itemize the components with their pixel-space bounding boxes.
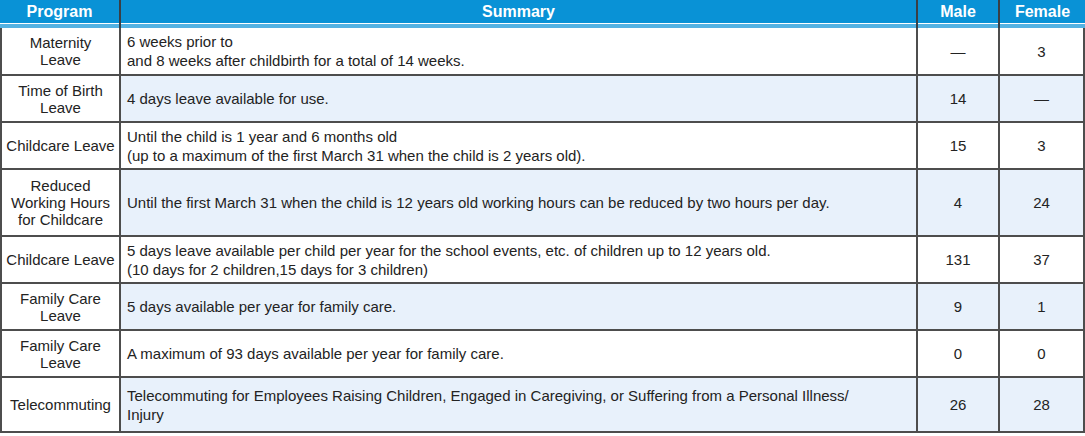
- male-count-cell: 0: [918, 331, 1000, 378]
- summary-cell: 6 weeks prior toand 8 weeks after childb…: [121, 28, 918, 76]
- summary-cell: Until the child is 1 year and 6 months o…: [121, 123, 918, 170]
- table-row: Childcare Leave Until the child is 1 year…: [0, 123, 1085, 170]
- program-line: Leave: [5, 51, 116, 68]
- summary-line: 5 days available per year for family car…: [127, 297, 906, 316]
- column-header-summary: Summary: [121, 0, 918, 28]
- program-line: Maternity: [5, 34, 116, 51]
- female-count-cell: 3: [1000, 123, 1085, 170]
- program-line: Childcare Leave: [5, 137, 116, 154]
- program-line: Leave: [5, 99, 116, 116]
- summary-line: (up to a maximum of the first March 31 w…: [127, 146, 906, 165]
- program-line: Working Hours: [5, 194, 116, 211]
- table-row: Telecommuting Telecommuting for Employees…: [0, 378, 1085, 433]
- table-row: Family CareLeave A maximum of 93 days ava…: [0, 331, 1085, 378]
- program-cell: Childcare Leave: [0, 123, 121, 170]
- program-cell: Childcare Leave: [0, 237, 121, 284]
- male-count-cell: 15: [918, 123, 1000, 170]
- male-count-cell: 131: [918, 237, 1000, 284]
- column-header-female: Female: [1000, 0, 1085, 28]
- summary-cell: Until the first March 31 when the child …: [121, 170, 918, 237]
- program-cell: Time of BirthLeave: [0, 76, 121, 123]
- summary-line: (10 days for 2 children,15 days for 3 ch…: [127, 260, 906, 279]
- header-row: Program Summary Male Female: [0, 0, 1085, 28]
- column-header-program: Program: [0, 0, 121, 28]
- male-count-cell: 9: [918, 284, 1000, 331]
- female-count-cell: 24: [1000, 170, 1085, 237]
- program-cell: Family CareLeave: [0, 331, 121, 378]
- program-line: Telecommuting: [5, 396, 116, 413]
- program-line: Childcare Leave: [5, 251, 116, 268]
- column-header-male: Male: [918, 0, 1000, 28]
- program-line: Leave: [5, 354, 116, 371]
- summary-line: 4 days leave available for use.: [127, 89, 906, 108]
- program-line: Time of Birth: [5, 82, 116, 99]
- summary-line: 5 days leave available per child per yea…: [127, 241, 906, 260]
- program-cell: Family CareLeave: [0, 284, 121, 331]
- summary-line: Injury: [127, 405, 906, 424]
- table-body: MaternityLeave6 weeks prior toand 8 week…: [0, 28, 1085, 433]
- program-cell: ReducedWorking Hoursfor Childcare: [0, 170, 121, 237]
- program-line: Family Care: [5, 337, 116, 354]
- summary-line: and 8 weeks after childbirth for a total…: [127, 51, 906, 70]
- program-cell: MaternityLeave: [0, 28, 121, 76]
- summary-cell: 5 days leave available per child per yea…: [121, 237, 918, 284]
- female-count-cell: 3: [1000, 28, 1085, 76]
- summary-line: Telecommuting for Employees Raising Chil…: [127, 386, 906, 405]
- program-cell: Telecommuting: [0, 378, 121, 433]
- table-row: Childcare Leave 5 days leave available pe…: [0, 237, 1085, 284]
- female-count-cell: 0: [1000, 331, 1085, 378]
- female-count-cell: 28: [1000, 378, 1085, 433]
- summary-cell: A maximum of 93 days available per year …: [121, 331, 918, 378]
- program-line: Family Care: [5, 290, 116, 307]
- male-count-cell: —: [918, 28, 1000, 76]
- leave-programs-table: Program Summary Male Female MaternityLea…: [0, 0, 1085, 433]
- male-count-cell: 14: [918, 76, 1000, 123]
- male-count-cell: 4: [918, 170, 1000, 237]
- table-row: Family CareLeave 5 days available per yea…: [0, 284, 1085, 331]
- table-row: Time of BirthLeave 4 days leave available…: [0, 76, 1085, 123]
- female-count-cell: 1: [1000, 284, 1085, 331]
- summary-line: Until the child is 1 year and 6 months o…: [127, 127, 906, 146]
- female-count-cell: 37: [1000, 237, 1085, 284]
- summary-line: A maximum of 93 days available per year …: [127, 344, 906, 363]
- program-line: Leave: [5, 307, 116, 324]
- summary-line: 6 weeks prior to: [127, 32, 906, 51]
- summary-line: Until the first March 31 when the child …: [127, 193, 906, 212]
- table-row: ReducedWorking Hoursfor Childcare Until t…: [0, 170, 1085, 237]
- program-line: for Childcare: [5, 211, 116, 228]
- summary-cell: 4 days leave available for use.: [121, 76, 918, 123]
- summary-cell: 5 days available per year for family car…: [121, 284, 918, 331]
- female-count-cell: —: [1000, 76, 1085, 123]
- program-line: Reduced: [5, 177, 116, 194]
- summary-cell: Telecommuting for Employees Raising Chil…: [121, 378, 918, 433]
- table-row: MaternityLeave6 weeks prior toand 8 week…: [0, 28, 1085, 76]
- male-count-cell: 26: [918, 378, 1000, 433]
